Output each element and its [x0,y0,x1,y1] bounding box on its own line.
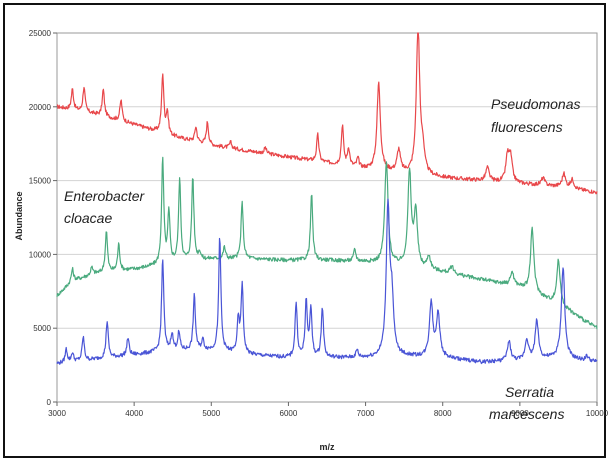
x-tick-label: 4000 [125,409,143,418]
y-axis: 0 5000 10000 15000 20000 25000 [29,29,57,407]
y-tick-label: 20000 [29,103,52,112]
y-axis-title: Abundance [14,191,24,240]
plot-border [56,32,598,403]
series-label-line: Serratia [505,384,554,400]
series-label-line: Pseudomonas [491,96,581,112]
x-tick-label: 9000 [511,409,529,418]
series-line [56,32,598,195]
x-tick-label: 5000 [202,409,220,418]
series-label-line: cloacae [64,210,112,226]
series-labels: Pseudomonas fluorescens Enterobacter clo… [64,96,581,422]
y-tick-label: 10000 [29,250,52,259]
y-tick-label: 15000 [29,177,52,186]
x-tick-label: 3000 [48,409,66,418]
series-label-line: Enterobacter [64,188,145,204]
y-tick-label: 0 [47,398,52,407]
gridlines [57,32,597,403]
series-layer [56,32,598,365]
plot-area [56,32,598,403]
series-label-line: fluorescens [491,119,563,135]
x-tick-label: 10000 [586,409,609,418]
x-tick-label: 6000 [280,409,298,418]
x-axis-title: m/z [319,442,335,452]
series-line [56,198,598,365]
x-tick-label: 8000 [434,409,452,418]
series-line [56,156,598,330]
y-tick-label: 25000 [29,29,52,38]
y-tick-label: 5000 [33,324,51,333]
x-axis: 3000 4000 5000 6000 7000 8000 9000 10000 [48,402,609,418]
x-tick-label: 7000 [357,409,375,418]
series-label-line: marcescens [489,406,564,422]
chart-frame [3,3,606,458]
